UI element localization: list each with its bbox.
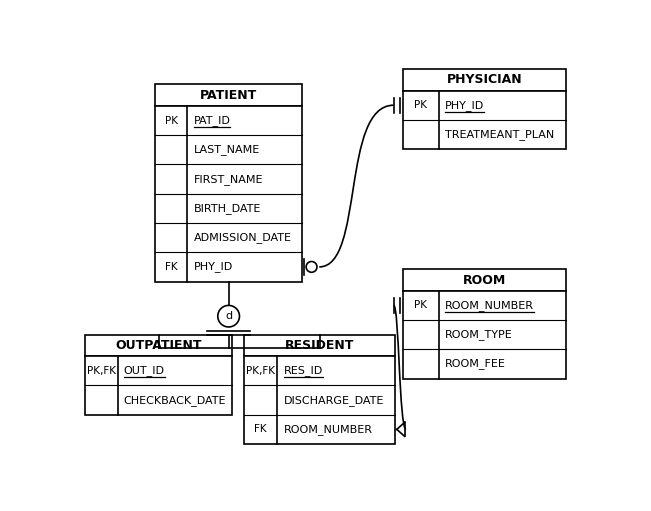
Text: DISCHARGE_DATE: DISCHARGE_DATE — [284, 394, 384, 406]
Text: CHECKBACK_DATE: CHECKBACK_DATE — [124, 394, 227, 406]
Text: FK: FK — [165, 262, 178, 272]
Text: OUT_ID: OUT_ID — [124, 365, 165, 376]
Text: RES_ID: RES_ID — [284, 365, 323, 376]
Bar — [403, 90, 566, 149]
Bar — [403, 69, 566, 90]
Bar — [403, 269, 566, 291]
Bar — [85, 356, 232, 415]
Text: PK,FK: PK,FK — [87, 366, 116, 376]
Text: PHYSICIAN: PHYSICIAN — [447, 73, 522, 86]
Text: ROOM: ROOM — [463, 273, 506, 287]
Text: FK: FK — [255, 424, 267, 434]
Text: ROOM_FEE: ROOM_FEE — [445, 359, 506, 369]
Text: PHY_ID: PHY_ID — [445, 100, 484, 111]
Text: ROOM_NUMBER: ROOM_NUMBER — [284, 424, 372, 435]
Bar — [244, 335, 395, 356]
Text: PAT_ID: PAT_ID — [193, 115, 230, 126]
Bar — [155, 84, 302, 106]
Text: PATIENT: PATIENT — [200, 89, 257, 102]
Text: PK: PK — [165, 115, 178, 126]
Text: PK: PK — [415, 300, 428, 310]
Text: PK: PK — [415, 100, 428, 110]
Text: RESIDENT: RESIDENT — [285, 339, 354, 352]
Text: ADMISSION_DATE: ADMISSION_DATE — [193, 232, 292, 243]
Text: BIRTH_DATE: BIRTH_DATE — [193, 203, 261, 214]
Text: FIRST_NAME: FIRST_NAME — [193, 174, 263, 184]
Text: ROOM_NUMBER: ROOM_NUMBER — [445, 300, 534, 311]
Text: d: d — [225, 311, 232, 321]
Text: OUTPATIENT: OUTPATIENT — [116, 339, 202, 352]
Bar — [244, 356, 395, 444]
Text: ROOM_TYPE: ROOM_TYPE — [445, 329, 513, 340]
Bar — [155, 106, 302, 282]
Text: PHY_ID: PHY_ID — [193, 262, 233, 272]
Bar — [85, 335, 232, 356]
Text: TREATMEANT_PLAN: TREATMEANT_PLAN — [445, 129, 554, 140]
Text: LAST_NAME: LAST_NAME — [193, 145, 260, 155]
Bar — [403, 291, 566, 379]
Text: PK,FK: PK,FK — [246, 366, 275, 376]
